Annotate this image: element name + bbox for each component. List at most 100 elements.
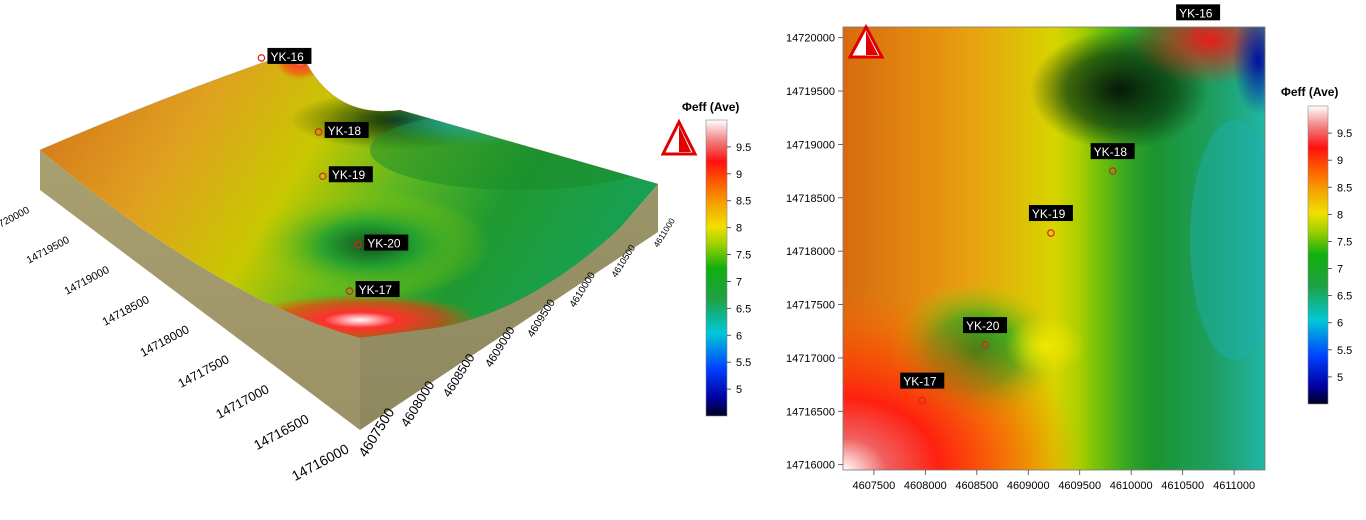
well-label-bg [324, 121, 369, 138]
north-arrow-icon [847, 23, 885, 59]
well-label-bg [364, 234, 409, 251]
colorbar-tick-label: 5 [736, 384, 742, 396]
block-left-side [40, 150, 360, 430]
y-tick-label: 14720000 [0, 205, 32, 236]
well-label-bg [1090, 143, 1135, 160]
well-label-bg [267, 47, 312, 64]
colorbar-tick-label: 6.5 [1337, 291, 1352, 303]
colorbar-tick-label: 5.5 [736, 357, 751, 369]
x-tick-label: 4609500 [1058, 480, 1101, 492]
y-tick-label: 14717000 [213, 381, 271, 421]
y-tick-label: 14719500 [25, 234, 72, 267]
well-marker: YK-18 [314, 121, 369, 138]
north-arrow-icon [660, 118, 698, 156]
well-marker: YK-17 [345, 281, 400, 298]
colorbar-tick-label: 9.5 [736, 142, 751, 154]
y-tick-label: 14720000 [786, 33, 835, 45]
colorbar-tick-label: 7.5 [736, 250, 751, 262]
colorbar-tick-label: 7 [1337, 264, 1343, 276]
block-wells: YK-16 YK-18 YK-19 YK-20 YK-17 [257, 47, 409, 298]
colorbar-tick-label: 7.5 [1337, 236, 1352, 248]
y-tick-label: 14718500 [101, 294, 152, 329]
well-label-bg [963, 317, 1008, 334]
y-tick-label: 14718000 [138, 322, 192, 360]
colorbar-left: Φeff (Ave) 5 5.5 6 6.5 7 7.5 8 8.5 9 9.5 [682, 100, 751, 417]
y-tick-label: 14717000 [786, 353, 835, 365]
block-right-side [360, 184, 658, 430]
well-label: YK-19 [332, 168, 366, 182]
colorbar-tick-label: 9.5 [1337, 128, 1352, 140]
colorbar-tick-label: 8.5 [736, 196, 751, 208]
well-marker: YK-19 [1028, 205, 1073, 237]
well-label-bg [1028, 205, 1073, 222]
well-marker: YK-17 [900, 372, 945, 405]
well-label-bg [900, 372, 945, 389]
well-icon [1108, 167, 1117, 175]
well-label-bg [1176, 4, 1221, 21]
well-label: YK-20 [367, 237, 401, 251]
colorbar-right: Φeff (Ave) 5 5.5 6 6.5 7 7.5 8 8.5 9 9.5 [1281, 85, 1352, 405]
well-icon [1047, 229, 1055, 237]
well-icon [314, 128, 323, 136]
y-tick-label: 14719000 [63, 264, 112, 298]
well-label-bg [355, 281, 400, 298]
well-label: YK-16 [1179, 6, 1213, 20]
x-tick-label: 4610500 [1161, 480, 1204, 492]
colorbar-tick-label: 8.5 [1337, 182, 1352, 194]
well-label: YK-16 [270, 50, 304, 64]
y-tick-label: 14719500 [786, 86, 835, 98]
well-label: YK-19 [1032, 207, 1066, 221]
well-marker: YK-16 [257, 47, 312, 64]
colorbar-tick-label: 6 [1337, 318, 1343, 330]
x-tick-label: 4611000 [1213, 480, 1255, 492]
colorbar-tick-label: 6.5 [736, 303, 751, 315]
colorbar-tick-label: 7 [736, 276, 742, 288]
well-icon [345, 287, 354, 295]
map-wells: YK-16 YK-18 YK-19 YK-20 YK-17 [900, 4, 1221, 405]
well-label-bg [328, 166, 373, 183]
colorbar-right-title: Φeff (Ave) [1281, 85, 1338, 99]
colorbar-tick-label: 6 [736, 330, 742, 342]
well-label: YK-18 [328, 124, 362, 138]
map-plot [842, 26, 1266, 471]
well-label: YK-18 [1094, 145, 1128, 159]
y-tick-label: 14716000 [289, 440, 352, 483]
colorbar-left-title: Φeff (Ave) [682, 100, 739, 114]
x-tick-label: 4609000 [1007, 480, 1050, 492]
y-tick-label: 14716500 [786, 406, 835, 418]
well-marker: YK-20 [963, 317, 1008, 349]
y-tick-label: 14716500 [251, 411, 311, 452]
y-tick-label: 14717500 [786, 300, 835, 312]
colorbar-tick-label: 8 [1337, 209, 1343, 221]
y-tick-label: 14716000 [786, 460, 835, 472]
colorbar-tick-label: 8 [736, 223, 742, 235]
map-field [843, 27, 1265, 470]
well-icon [354, 240, 363, 249]
well-marker: YK-18 [1090, 143, 1135, 175]
y-tick-label: 14719000 [786, 139, 835, 151]
x-tick-label: 4608000 [904, 480, 947, 492]
colorbar-tick-label: 9 [1337, 155, 1343, 167]
y-tick-label: 14718500 [786, 193, 835, 205]
y-tick-label: 14718000 [786, 246, 835, 258]
well-icon [257, 54, 266, 62]
well-marker: YK-16 [1176, 4, 1221, 37]
well-icon [918, 396, 927, 405]
well-icon [1194, 28, 1202, 37]
well-label: YK-17 [903, 375, 937, 389]
well-label: YK-17 [359, 283, 393, 297]
x-tick-label: 4608500 [955, 480, 998, 492]
colorbar-tick-label: 5.5 [1337, 345, 1352, 357]
colorbar-tick-label: 9 [736, 169, 742, 181]
well-label: YK-20 [966, 319, 1000, 333]
map-axes: 4607500 4608000 4608500 4609000 4609500 46100… [786, 33, 1255, 492]
y-tick-label: 14717500 [176, 352, 232, 390]
well-icon [981, 341, 989, 349]
well-marker: YK-20 [354, 234, 409, 251]
well-marker: YK-19 [319, 166, 373, 183]
well-icon [319, 172, 327, 181]
x-tick-label: 4607500 [852, 480, 895, 492]
block-3d [39, 49, 659, 430]
colorbar-tick-label: 5 [1337, 372, 1343, 384]
